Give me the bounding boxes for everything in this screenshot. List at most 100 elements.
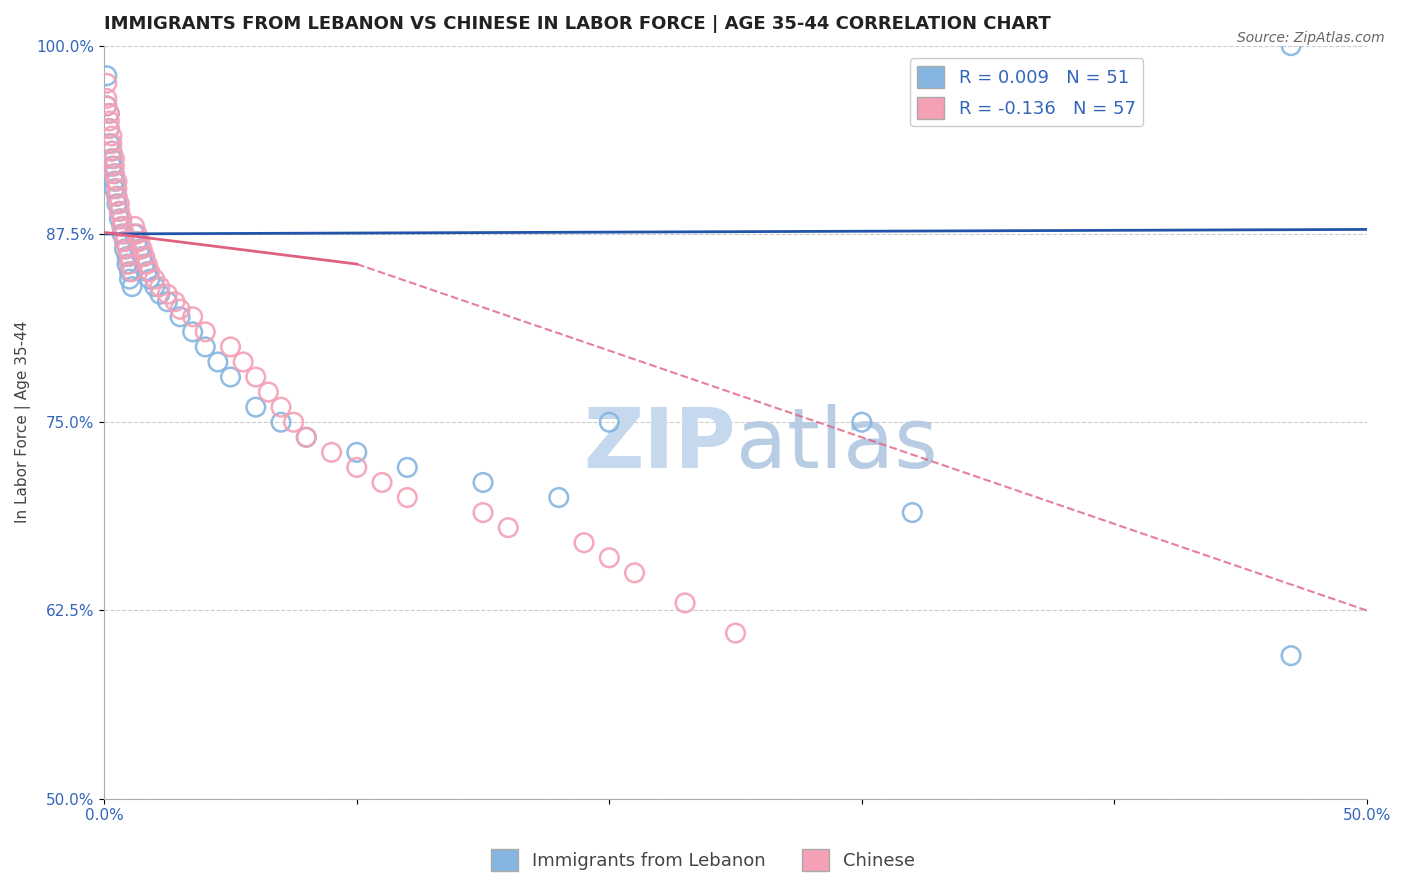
Point <box>498 521 520 535</box>
Text: ZIP: ZIP <box>583 404 735 485</box>
Point <box>128 242 150 256</box>
Point <box>103 152 125 166</box>
Point <box>232 355 254 369</box>
Point <box>128 235 150 249</box>
Point <box>283 415 305 429</box>
Point <box>598 415 620 429</box>
Point <box>181 325 204 339</box>
Point <box>108 196 131 211</box>
Point <box>124 219 146 234</box>
Point <box>105 196 128 211</box>
Y-axis label: In Labor Force | Age 35-44: In Labor Force | Age 35-44 <box>15 321 31 524</box>
Point <box>118 272 141 286</box>
Point <box>101 144 124 158</box>
Point <box>111 219 134 234</box>
Point <box>114 235 136 249</box>
Point <box>127 235 149 249</box>
Point <box>156 287 179 301</box>
Point <box>396 491 419 505</box>
Point <box>346 445 368 459</box>
Point <box>96 99 118 113</box>
Point <box>169 310 191 324</box>
Point <box>143 279 166 293</box>
Point <box>673 596 696 610</box>
Point <box>598 550 620 565</box>
Point <box>245 370 267 384</box>
Point <box>124 227 146 241</box>
Point <box>111 227 134 241</box>
Point <box>98 114 121 128</box>
Point <box>1279 38 1302 53</box>
Point <box>98 121 121 136</box>
Legend: R = 0.009   N = 51, R = -0.136   N = 57: R = 0.009 N = 51, R = -0.136 N = 57 <box>910 59 1143 126</box>
Point <box>346 460 368 475</box>
Point <box>270 415 292 429</box>
Point <box>295 430 318 444</box>
Point <box>472 506 495 520</box>
Point <box>101 159 124 173</box>
Point <box>245 400 267 414</box>
Point <box>114 235 136 249</box>
Point <box>98 106 121 120</box>
Point <box>98 121 121 136</box>
Point <box>103 174 125 188</box>
Point <box>105 189 128 203</box>
Point <box>138 272 160 286</box>
Point <box>101 129 124 144</box>
Point <box>724 626 747 640</box>
Point <box>136 264 159 278</box>
Point <box>103 167 125 181</box>
Point <box>96 91 118 105</box>
Point <box>131 250 153 264</box>
Point <box>103 159 125 173</box>
Point <box>118 264 141 278</box>
Point <box>111 211 134 226</box>
Point <box>156 294 179 309</box>
Point <box>207 355 229 369</box>
Point <box>118 250 141 264</box>
Point <box>108 204 131 219</box>
Point <box>121 279 143 293</box>
Point <box>270 400 292 414</box>
Text: atlas: atlas <box>735 404 938 485</box>
Point <box>131 242 153 256</box>
Point <box>134 250 156 264</box>
Point <box>108 204 131 219</box>
Point <box>396 460 419 475</box>
Point <box>108 211 131 226</box>
Legend: Immigrants from Lebanon, Chinese: Immigrants from Lebanon, Chinese <box>484 842 922 879</box>
Point <box>472 475 495 490</box>
Point <box>96 76 118 90</box>
Text: IMMIGRANTS FROM LEBANON VS CHINESE IN LABOR FORCE | AGE 35-44 CORRELATION CHART: IMMIGRANTS FROM LEBANON VS CHINESE IN LA… <box>104 15 1052 33</box>
Point <box>127 227 149 241</box>
Point <box>105 174 128 188</box>
Point <box>136 257 159 271</box>
Point <box>103 182 125 196</box>
Point <box>121 264 143 278</box>
Point <box>103 167 125 181</box>
Point <box>114 227 136 241</box>
Point <box>149 287 172 301</box>
Point <box>98 136 121 151</box>
Point <box>143 272 166 286</box>
Point <box>321 445 343 459</box>
Text: Source: ZipAtlas.com: Source: ZipAtlas.com <box>1237 31 1385 45</box>
Point <box>371 475 394 490</box>
Point <box>295 430 318 444</box>
Point <box>1279 648 1302 663</box>
Point <box>96 99 118 113</box>
Point <box>149 279 172 293</box>
Point <box>115 250 138 264</box>
Point <box>623 566 645 580</box>
Point <box>219 340 242 354</box>
Point <box>194 340 217 354</box>
Point <box>138 264 160 278</box>
Point <box>101 144 124 158</box>
Point <box>181 310 204 324</box>
Point <box>115 257 138 271</box>
Point <box>851 415 873 429</box>
Point <box>98 106 121 120</box>
Point <box>118 257 141 271</box>
Point <box>163 294 186 309</box>
Point <box>547 491 569 505</box>
